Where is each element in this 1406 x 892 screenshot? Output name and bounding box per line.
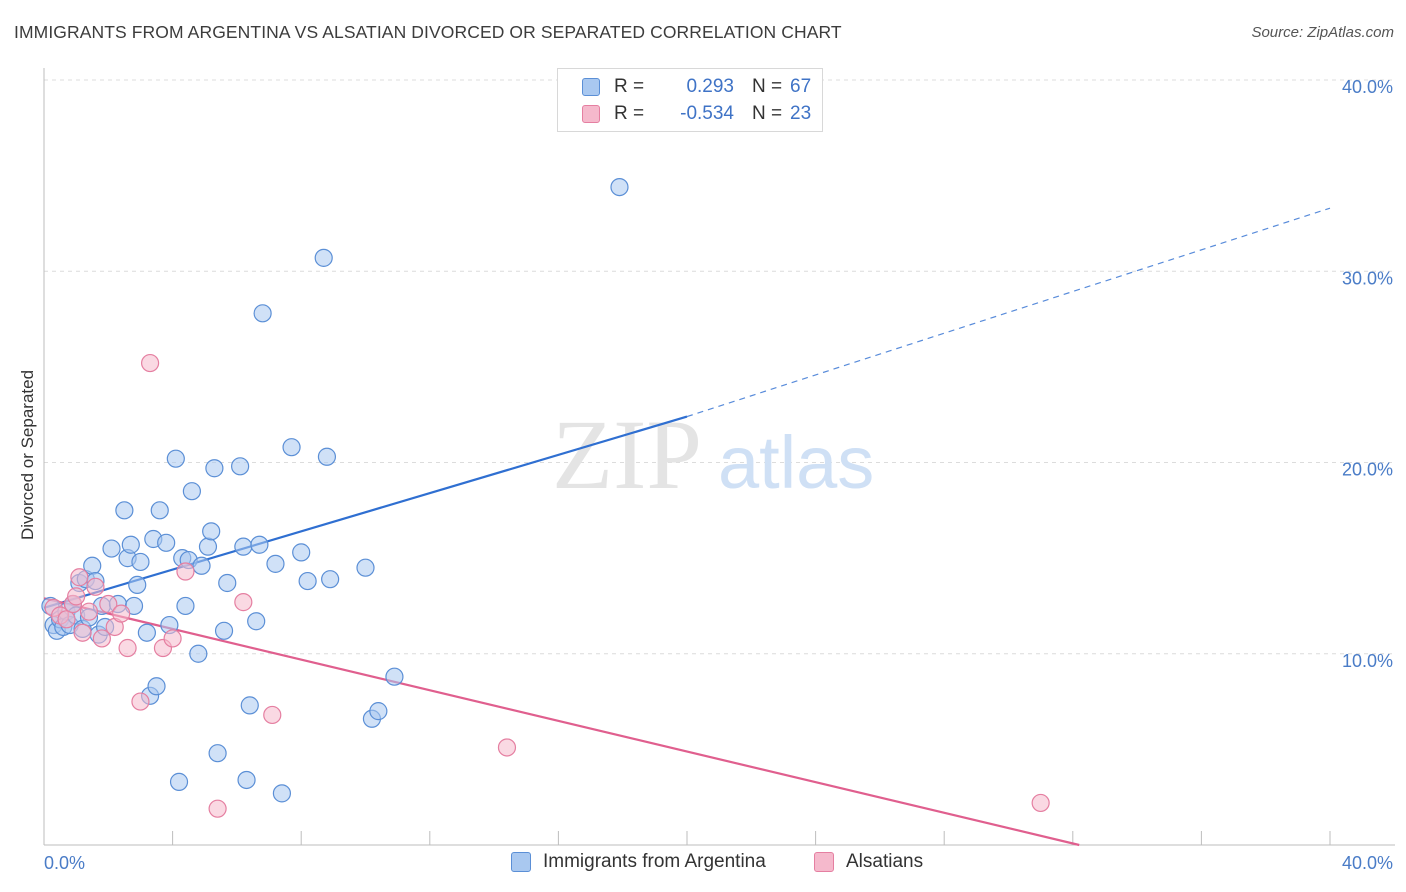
argentina-legend-swatch [511,852,531,872]
data-points [41,178,1050,818]
argentina-point [218,573,237,593]
argentina-point [317,447,337,466]
argentina-point [115,501,134,520]
axes [43,68,1395,846]
alsatians-point [57,610,76,629]
argentina-point [157,533,176,552]
alsatians-point [112,604,131,623]
alsatians-point [79,602,99,621]
argentina-point [192,556,211,575]
argentina-point [205,459,224,478]
stats-legend: R = 0.293 N = 67 R = -0.534 N = 23 [557,68,823,132]
watermark-zip: ZIP [552,399,702,510]
alsatians-point [118,638,137,658]
argentina-point [266,554,285,573]
x-tick-label-min: 0.0% [44,853,85,873]
legend-item-alsatians: Alsatians [814,851,923,873]
argentina-point [208,744,227,763]
alsatians-point [176,562,195,581]
argentina-point [356,558,375,577]
y-tick-label: 30.0% [1342,268,1393,288]
argentina-point [176,596,195,616]
argentina-point [247,612,266,631]
argentina-point [314,248,333,267]
n-label: N = [752,103,783,124]
argentina-point [198,537,218,556]
alsatians-point [208,799,227,818]
argentina-swatch [582,78,600,96]
argentina-point [369,702,388,721]
legend-label-alsatians: Alsatians [846,851,924,872]
argentina-point [189,644,208,663]
argentina-point [272,784,292,803]
argentina-point [137,623,156,642]
argentina-point [240,696,259,715]
series-legend: Immigrants from Argentina Alsatians [0,851,1406,877]
legend-label-argentina: Immigrants from Argentina [543,851,766,872]
alsatians-point [70,568,89,587]
argentina-trend-extension [686,207,1331,418]
argentina-point [121,535,140,554]
argentina-point [292,543,311,562]
alsatians-point [163,629,182,648]
stats-legend-row-argentina: R = 0.293 N = 67 [582,74,811,100]
source-credit: Source: ZipAtlas.com [1251,24,1394,41]
argentina-point [202,522,221,541]
alsatians-point [1031,793,1050,813]
y-tick-label: 20.0% [1342,460,1393,480]
alsatians-point [86,577,105,596]
argentina-point [253,304,272,323]
r-value: -0.534 [680,103,734,124]
argentina-point [321,570,340,589]
alsatians-point [67,587,86,606]
alsatians-point [92,629,111,648]
argentina-point [231,457,250,476]
argentina-point [250,535,269,554]
argentina-point [610,178,629,197]
alsatians-point [131,692,150,711]
argentina-point [147,677,166,696]
alsatians-point [497,738,517,757]
watermark: ZIP atlas [552,399,874,510]
alsatians-point [140,353,160,373]
stats-legend-row-alsatians: R = -0.534 N = 23 [582,101,811,127]
argentina-point [169,772,189,791]
chart-title: IMMIGRANTS FROM ARGENTINA VS ALSATIAN DI… [14,22,842,42]
alsatians-swatch [582,105,600,123]
y-tick-label: 10.0% [1342,651,1393,671]
argentina-point [214,621,234,640]
alsatians-trend-line [43,597,1080,847]
argentina-point [166,449,185,468]
argentina-point [298,571,317,591]
n-label: N = [752,76,783,97]
argentina-point [385,667,404,686]
legend-item-argentina: Immigrants from Argentina [511,851,766,873]
argentina-trend-line [43,415,688,609]
argentina-point [234,537,253,556]
alsatians-legend-swatch [814,852,834,872]
alsatians-point [263,705,282,725]
tick-labels: 10.0% 20.0% 30.0% 40.0% 0.0% 40.0% [44,77,1393,873]
n-value: 23 [790,103,812,124]
argentina-point [282,438,301,457]
argentina-point [102,539,121,558]
r-label: R = [614,76,645,97]
argentina-point [237,770,256,790]
alsatians-point [73,623,92,642]
argentina-point [131,552,150,572]
argentina-point [150,501,169,520]
argentina-point [128,575,147,595]
r-value: 0.293 [686,76,734,97]
alsatians-point [99,594,118,614]
alsatians-point [234,593,253,612]
grid-lines [44,79,1395,655]
x-tick-label-max: 40.0% [1342,853,1393,873]
n-value: 67 [790,76,812,97]
watermark-atlas: atlas [718,421,874,504]
argentina-point [182,482,201,501]
r-label: R = [614,103,645,124]
trend-lines [43,207,1331,847]
y-tick-label: 40.0% [1342,77,1393,97]
